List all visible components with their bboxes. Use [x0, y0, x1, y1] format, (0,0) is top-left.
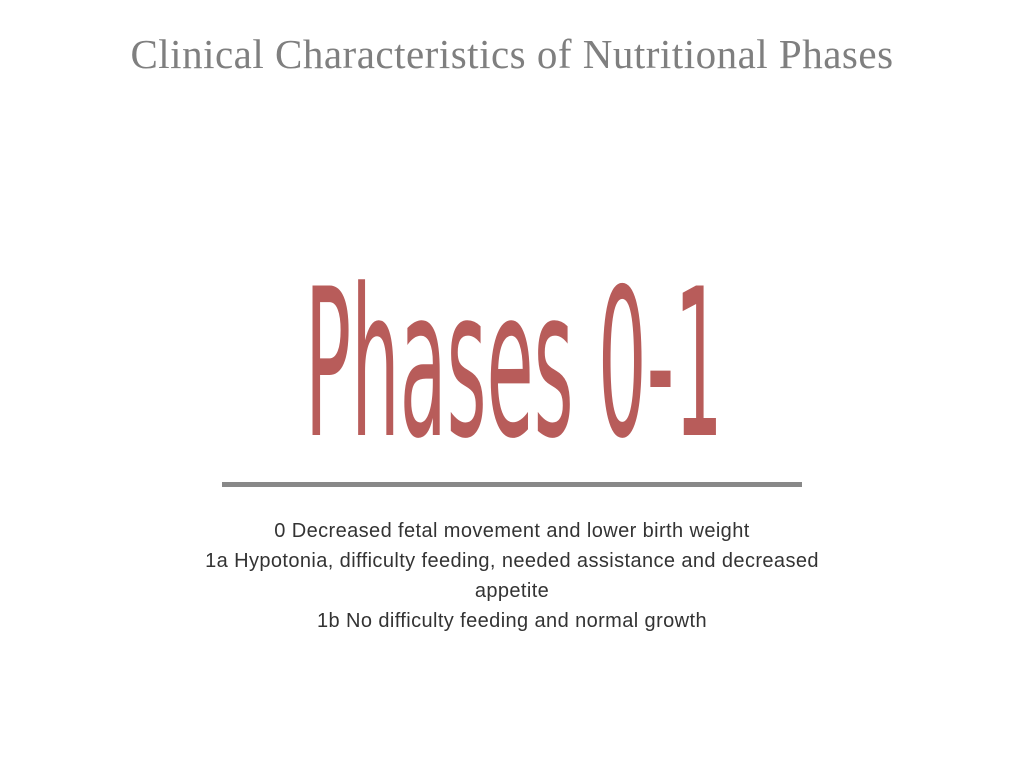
heading: Phases 0-1 [305, 250, 723, 450]
heading-graphic: Phases 0-1 [305, 250, 723, 450]
description: 0 Decreased fetal movement and lower bir… [192, 516, 832, 636]
description-line: 1a Hypotonia, difficulty feeding, needed… [205, 550, 819, 602]
divider [222, 482, 802, 487]
description-line: 0 Decreased fetal movement and lower bir… [274, 520, 750, 542]
slide-title: Clinical Characteristics of Nutritional … [130, 31, 894, 77]
description-line: 1b No difficulty feeding and normal grow… [317, 610, 707, 632]
